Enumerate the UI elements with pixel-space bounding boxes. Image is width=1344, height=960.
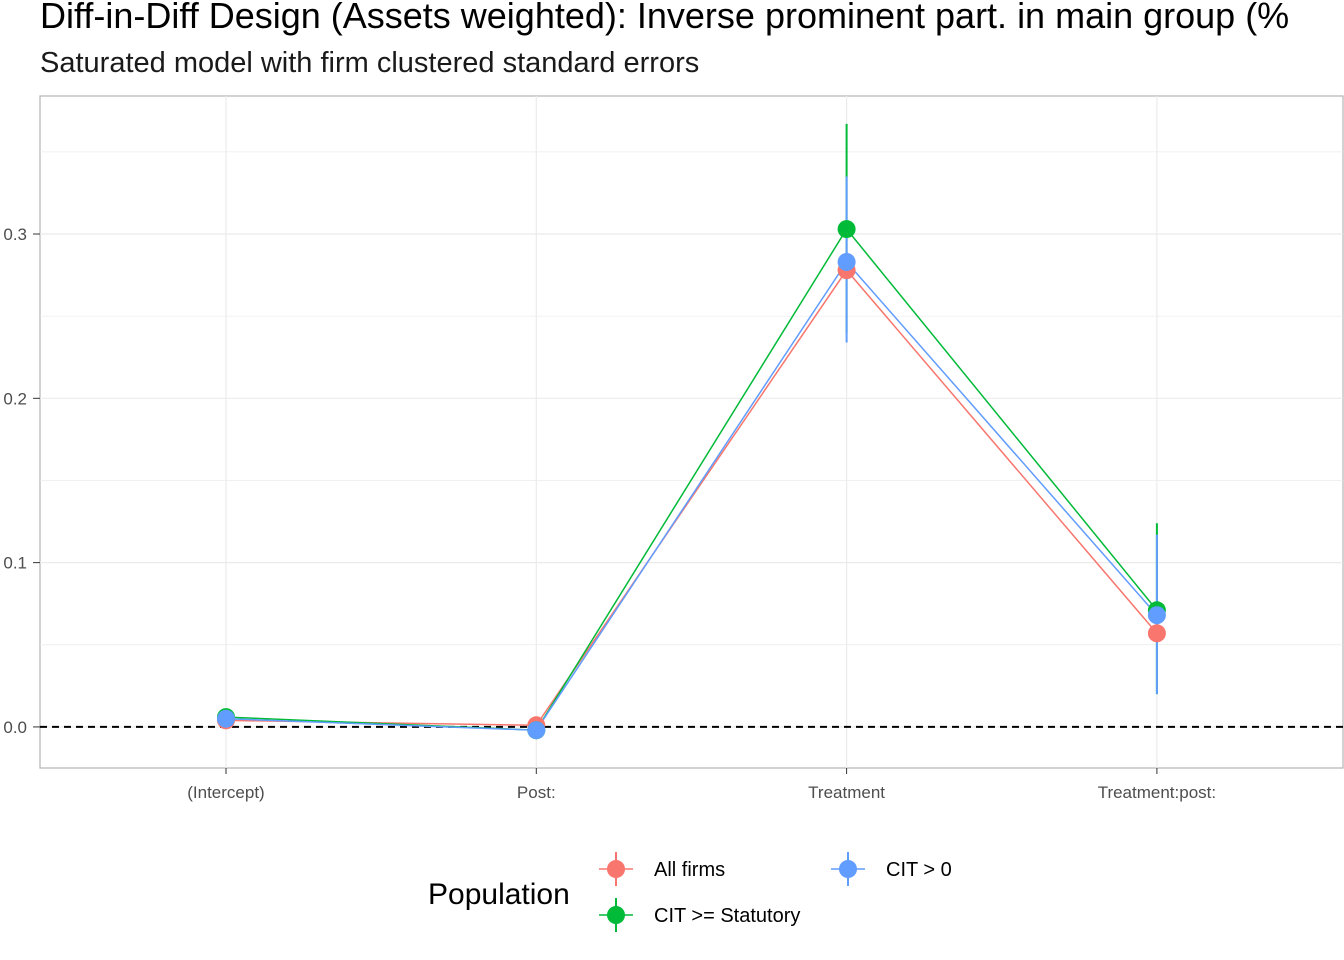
series-line-0 — [225, 268, 1158, 727]
legend-key-point — [607, 906, 625, 924]
series-lines — [225, 227, 1158, 731]
x-tick-label: Post: — [517, 783, 556, 802]
panel-border — [39, 95, 1344, 769]
legend-key — [831, 852, 865, 886]
x-tick-label: Treatment — [808, 783, 885, 802]
data-point — [1147, 606, 1166, 625]
series-line-2 — [225, 260, 1158, 731]
x-axis-ticks: (Intercept) Post: Treatment Treatment:post: — [187, 768, 1216, 802]
legend-label: CIT >= Statutory — [654, 905, 800, 927]
gridlines — [40, 96, 1343, 768]
x-tick-label: Treatment:post: — [1098, 783, 1216, 802]
data-point — [217, 709, 235, 728]
data-points — [217, 220, 1166, 740]
data-point — [527, 721, 546, 740]
legend-title: Population — [428, 878, 570, 911]
x-tick-label: (Intercept) — [187, 783, 264, 802]
y-tick-label: 0.3 — [3, 225, 27, 244]
y-tick-label: 0.1 — [3, 554, 27, 573]
chart-subtitle: Saturated model with firm clustered stan… — [40, 47, 700, 79]
data-point — [837, 252, 856, 271]
legend-key-point — [607, 860, 625, 878]
legend-key — [599, 852, 633, 886]
plot-panel — [39, 95, 1344, 769]
legend-key — [599, 898, 633, 932]
data-point — [1147, 624, 1166, 643]
y-axis-ticks: 0.0 0.1 0.2 0.3 — [3, 225, 40, 737]
legend-key-point — [839, 860, 857, 878]
y-tick-label: 0.0 — [3, 718, 27, 737]
y-tick-label: 0.2 — [3, 389, 27, 408]
series-line-1 — [225, 227, 1158, 731]
legend-label: All firms — [654, 859, 725, 881]
legend: Population All firms CIT >= Statutory CIT … — [428, 852, 952, 932]
data-point — [837, 220, 856, 239]
legend-label: CIT > 0 — [886, 859, 952, 881]
chart-title: Diff-in-Diff Design (Assets weighted): I… — [40, 0, 1290, 36]
